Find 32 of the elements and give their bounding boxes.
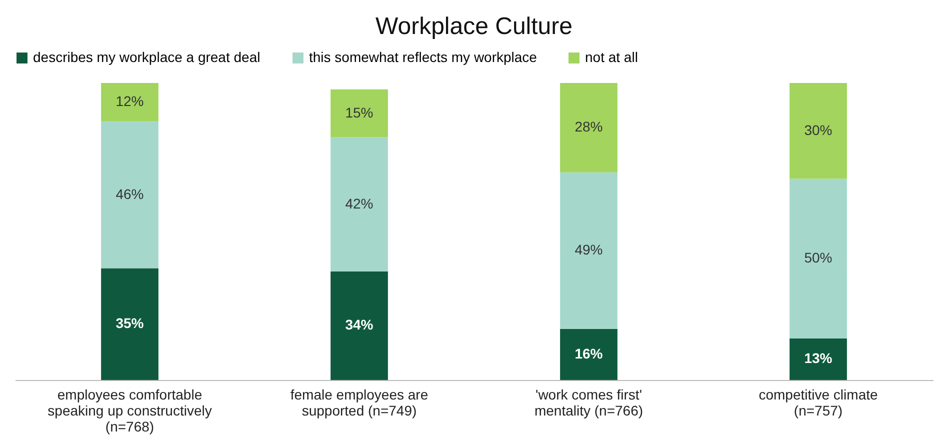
bar — [101, 83, 158, 122]
data-label: 16% — [574, 345, 604, 362]
legend-label: describes my workplace a great deal — [33, 49, 260, 65]
data-label: 42% — [345, 195, 374, 212]
bar — [790, 338, 847, 380]
data-label: 46% — [116, 186, 144, 202]
data-label: 35% — [116, 315, 144, 332]
bar — [790, 178, 847, 338]
bar — [330, 137, 388, 272]
bar — [790, 83, 847, 179]
legend-label: this somewhat reflects my workplace — [309, 49, 538, 65]
bar — [560, 328, 618, 380]
chart-title: Workplace Culture — [376, 13, 572, 40]
data-label: 28% — [574, 118, 603, 135]
data-label: 30% — [804, 122, 832, 138]
bar — [101, 121, 158, 268]
x-tick-label: female employees are supported (n=749) — [290, 386, 428, 418]
x-tick-label: employees comfortable speaking up constructively (n=768) — [48, 386, 212, 434]
data-label: 15% — [345, 104, 374, 120]
legend-label: not at all — [585, 49, 638, 65]
data-label: 12% — [116, 93, 144, 110]
bar — [560, 172, 618, 329]
data-label: 49% — [574, 242, 603, 258]
bar — [330, 271, 388, 380]
bar — [101, 268, 158, 380]
data-label: 13% — [804, 350, 833, 366]
x-tick-label: 'work comes first' mentality (n=766) — [534, 386, 644, 418]
bar — [560, 83, 618, 172]
x-tick-label: competitive climate (n=757) — [758, 386, 878, 418]
data-label: 50% — [804, 250, 832, 266]
bar — [330, 89, 388, 138]
data-label: 34% — [345, 316, 374, 333]
